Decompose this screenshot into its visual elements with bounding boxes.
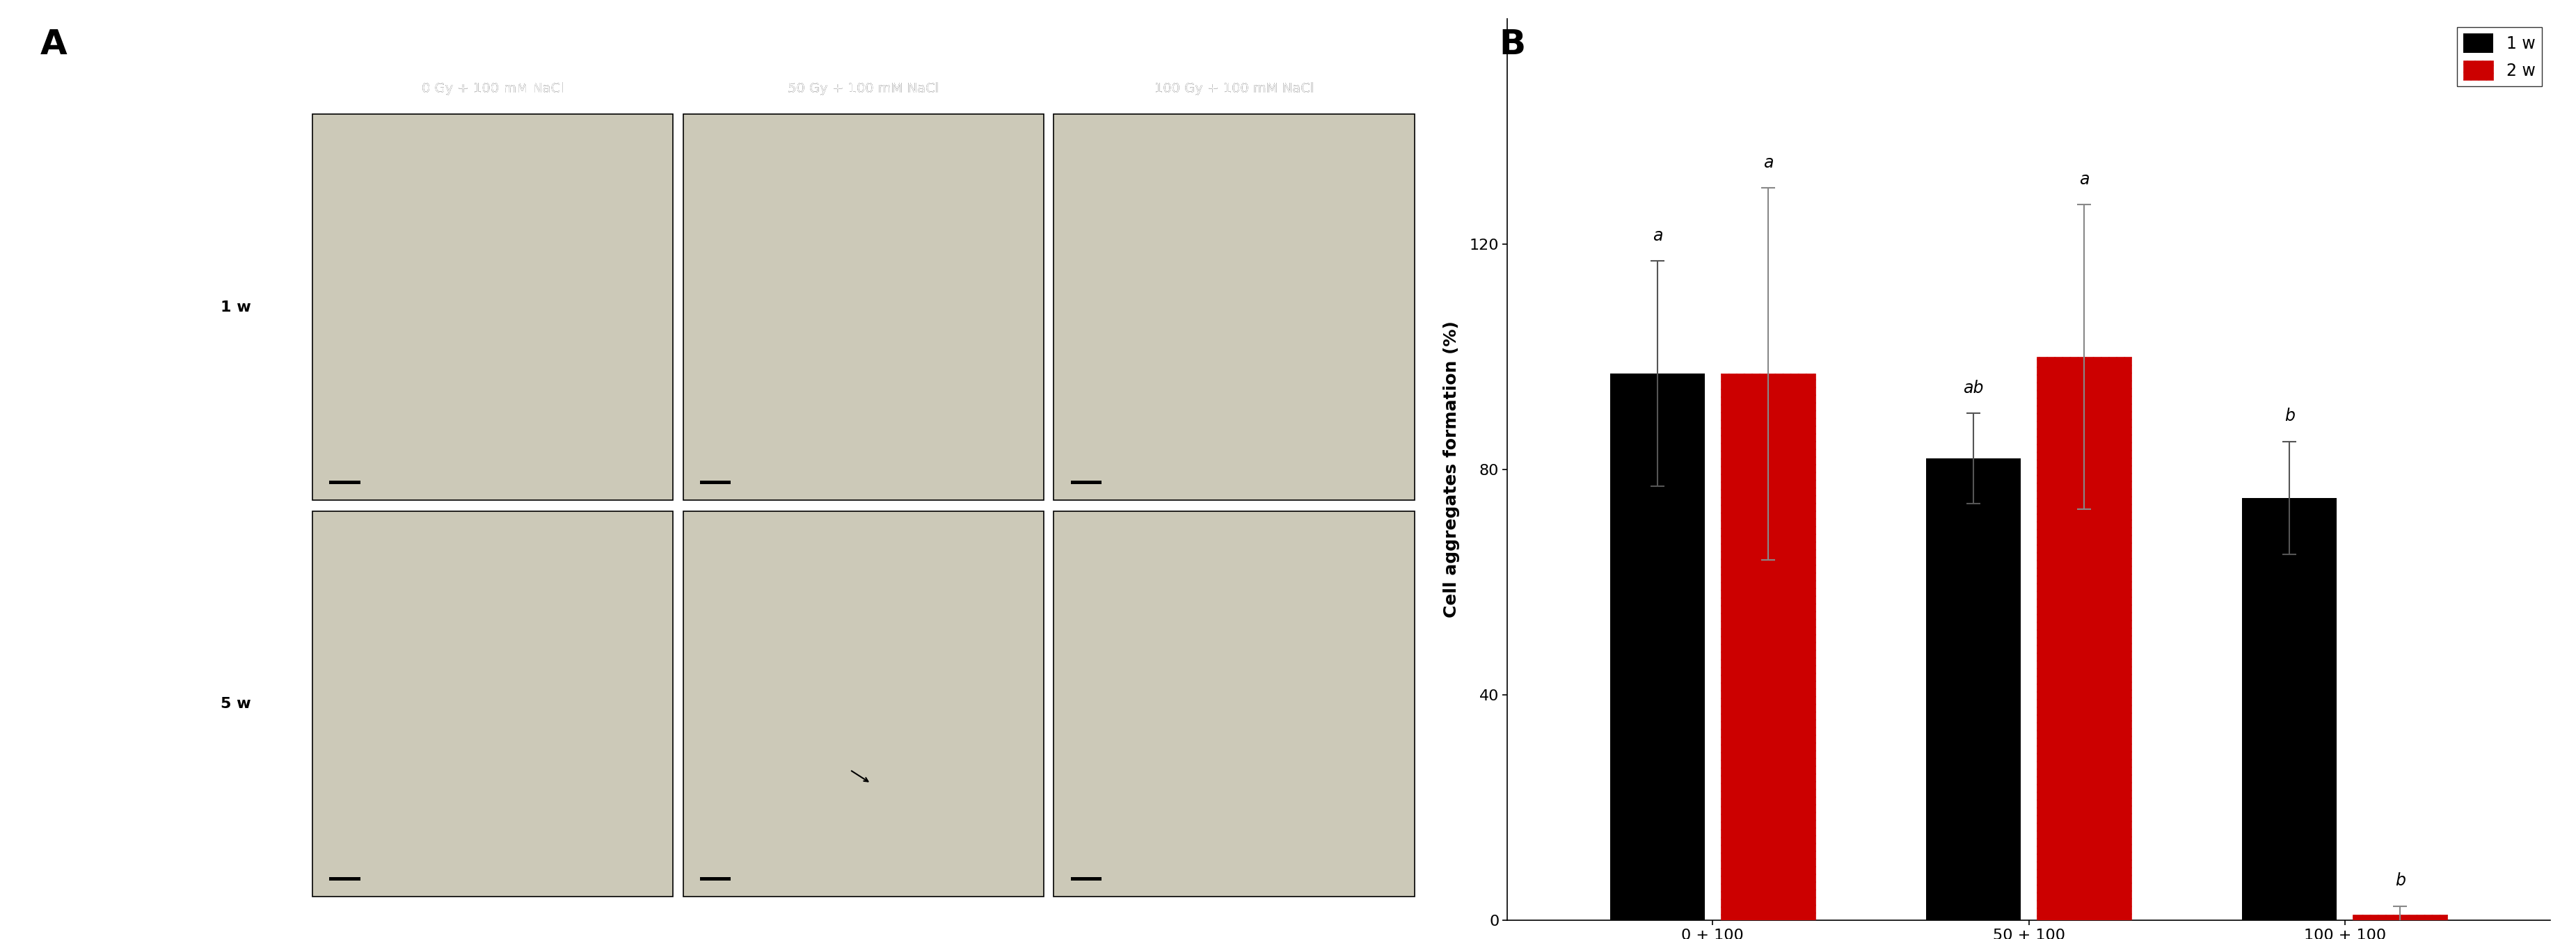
Text: B: B: [1499, 28, 1525, 62]
Text: 0 Gy + 100 mM NaCl: 0 Gy + 100 mM NaCl: [422, 83, 564, 96]
Bar: [312, 115, 672, 500]
Text: a: a: [1762, 154, 1772, 171]
Text: 50 Gy + 100 mM NaCl: 50 Gy + 100 mM NaCl: [788, 83, 940, 96]
Bar: [2352, 915, 2447, 920]
Bar: [1054, 511, 1414, 897]
Text: 100 Gy + 100 mM NaCl: 100 Gy + 100 mM NaCl: [1154, 83, 1314, 96]
Bar: [2038, 357, 2130, 920]
Bar: [2241, 498, 2336, 920]
Text: ab: ab: [1963, 379, 1984, 396]
Bar: [1927, 458, 2020, 920]
Bar: [330, 481, 361, 484]
Bar: [683, 511, 1043, 897]
Text: b: b: [2396, 872, 2406, 889]
Bar: [683, 115, 1043, 500]
Text: a: a: [2079, 171, 2089, 188]
Bar: [1721, 374, 1816, 920]
Bar: [1072, 877, 1103, 881]
Bar: [701, 877, 732, 881]
Y-axis label: Cell aggregates formation (%): Cell aggregates formation (%): [1443, 321, 1461, 618]
Bar: [312, 511, 672, 897]
Text: 5 w: 5 w: [222, 697, 250, 711]
Bar: [1072, 481, 1103, 484]
Bar: [1054, 115, 1414, 500]
Bar: [1610, 374, 1705, 920]
Text: a: a: [1651, 227, 1662, 244]
Text: A: A: [39, 28, 67, 61]
Text: 50 Gy + 100 mM NaCl: 50 Gy + 100 mM NaCl: [788, 83, 940, 96]
Bar: [330, 877, 361, 881]
Text: 100 Gy + 100 mM NaCl: 100 Gy + 100 mM NaCl: [1154, 83, 1314, 96]
Text: 0 Gy + 100 mM NaCl: 0 Gy + 100 mM NaCl: [422, 83, 564, 96]
Bar: [701, 481, 732, 484]
Text: b: b: [2285, 408, 2295, 424]
Legend: 1 w, 2 w: 1 w, 2 w: [2458, 27, 2543, 86]
Text: 1 w: 1 w: [222, 300, 250, 315]
